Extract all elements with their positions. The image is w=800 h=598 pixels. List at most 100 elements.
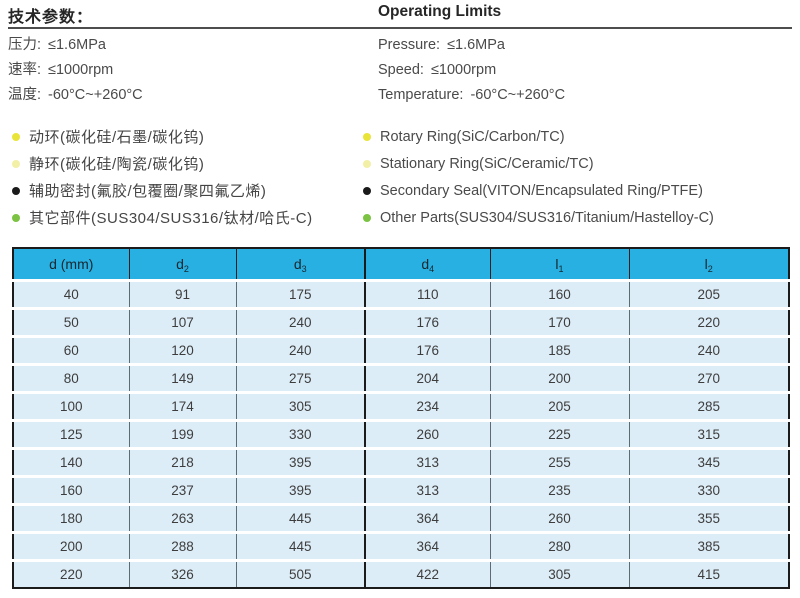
table-cell: 110 bbox=[364, 278, 490, 308]
table-cell: 255 bbox=[489, 446, 629, 476]
table-cell: 200 bbox=[489, 362, 629, 392]
table-cell: 385 bbox=[628, 530, 789, 560]
table-cell: 415 bbox=[628, 558, 789, 588]
column-header-d2: d2 bbox=[128, 248, 236, 281]
table-cell: 275 bbox=[235, 362, 365, 392]
table-cell: 199 bbox=[128, 418, 236, 448]
table-cell: 315 bbox=[628, 418, 789, 448]
table-row: 100 174 305 234 205 285 bbox=[13, 390, 789, 420]
table-cell: 313 bbox=[364, 446, 490, 476]
table-cell: 125 bbox=[13, 418, 129, 448]
table-cell: 330 bbox=[628, 474, 789, 504]
table-cell: 240 bbox=[235, 334, 365, 364]
material-rotary-ring-cn: 动环(碳化硅/石墨/碳化钨) bbox=[12, 123, 313, 150]
spec-temperature-en: Temperature: -60°C~+260°C bbox=[378, 83, 565, 108]
table-cell: 305 bbox=[235, 390, 365, 420]
material-stationary-ring-cn: 静环(碳化硅/陶瓷/碳化钨) bbox=[12, 150, 313, 177]
bullet-icon bbox=[363, 213, 371, 222]
table-row: 220 326 505 422 305 415 bbox=[13, 558, 789, 588]
spec-label: Speed: bbox=[378, 62, 424, 78]
material-label: 静环(碳化硅/陶瓷/碳化钨) bbox=[29, 156, 205, 173]
table-cell: 200 bbox=[13, 530, 129, 560]
table-cell: 345 bbox=[628, 446, 789, 476]
table-cell: 505 bbox=[235, 558, 365, 588]
material-label: 动环(碳化硅/石墨/碳化钨) bbox=[29, 129, 205, 146]
column-header-l2: l2 bbox=[628, 248, 789, 281]
table-cell: 237 bbox=[128, 474, 236, 504]
table-cell: 285 bbox=[628, 390, 789, 420]
table-cell: 60 bbox=[13, 334, 129, 364]
dimension-table-body: 40 91 175 110 160 205 50 107 240 176 170 220 60 120 24… bbox=[13, 278, 789, 588]
table-cell: 288 bbox=[128, 530, 236, 560]
materials-list-en: Rotary Ring(SiC/Carbon/TC) Stationary Ri… bbox=[363, 123, 714, 231]
table-row: 60 120 240 176 185 240 bbox=[13, 334, 789, 364]
table-header-row: d (mm) d2 d3 d4 l1 l2 bbox=[13, 248, 789, 281]
table-cell: 175 bbox=[235, 278, 365, 308]
table-cell: 160 bbox=[489, 278, 629, 308]
spec-label: Temperature: bbox=[378, 87, 464, 103]
spec-label: 温度: bbox=[8, 87, 42, 103]
bullet-icon bbox=[363, 132, 371, 141]
spec-pressure-en: Pressure: ≤1.6MPa bbox=[378, 33, 565, 58]
table-cell: 240 bbox=[235, 306, 365, 336]
table-cell: 180 bbox=[13, 502, 129, 532]
table-cell: 185 bbox=[489, 334, 629, 364]
spec-value: -60°C~+260°C bbox=[470, 87, 566, 103]
table-cell: 170 bbox=[489, 306, 629, 336]
spec-label: 速率: bbox=[8, 62, 42, 78]
table-cell: 140 bbox=[13, 446, 129, 476]
table-cell: 176 bbox=[364, 334, 490, 364]
material-label: Secondary Seal(VITON/Encapsulated Ring/P… bbox=[380, 182, 703, 199]
bullet-icon bbox=[12, 186, 20, 195]
table-row: 140 218 395 313 255 345 bbox=[13, 446, 789, 476]
table-cell: 305 bbox=[489, 558, 629, 588]
table-cell: 205 bbox=[489, 390, 629, 420]
material-label: Other Parts(SUS304/SUS316/Titanium/Haste… bbox=[380, 209, 714, 226]
table-cell: 174 bbox=[128, 390, 236, 420]
spec-value: ≤1000rpm bbox=[48, 62, 114, 78]
material-stationary-ring-en: Stationary Ring(SiC/Ceramic/TC) bbox=[363, 150, 714, 177]
table-cell: 80 bbox=[13, 362, 129, 392]
operating-limits-title: Operating Limits bbox=[378, 3, 502, 20]
spec-list-en: Pressure: ≤1.6MPa Speed: ≤1000rpm Temperat… bbox=[378, 33, 565, 108]
table-cell: 107 bbox=[128, 306, 236, 336]
material-rotary-ring-en: Rotary Ring(SiC/Carbon/TC) bbox=[363, 123, 714, 150]
table-cell: 364 bbox=[364, 502, 490, 532]
table-cell: 40 bbox=[13, 278, 129, 308]
table-cell: 260 bbox=[364, 418, 490, 448]
spec-value: ≤1.6MPa bbox=[447, 37, 505, 53]
table-cell: 204 bbox=[364, 362, 490, 392]
table-cell: 235 bbox=[489, 474, 629, 504]
table-cell: 270 bbox=[628, 362, 789, 392]
column-header-d: d (mm) bbox=[13, 248, 129, 281]
material-label: 其它部件(SUS304/SUS316/钛材/哈氏-C) bbox=[29, 210, 313, 227]
material-label: Stationary Ring(SiC/Ceramic/TC) bbox=[380, 155, 594, 172]
spec-value: ≤1.6MPa bbox=[48, 37, 106, 53]
table-cell: 149 bbox=[128, 362, 236, 392]
table-cell: 280 bbox=[489, 530, 629, 560]
spec-temperature-cn: 温度: -60°C~+260°C bbox=[8, 83, 143, 108]
table-cell: 395 bbox=[235, 474, 365, 504]
table-cell: 50 bbox=[13, 306, 129, 336]
material-secondary-seal-cn: 辅助密封(氟胶/包覆圈/聚四氟乙烯) bbox=[12, 177, 313, 204]
table-cell: 422 bbox=[364, 558, 490, 588]
table-cell: 445 bbox=[235, 530, 365, 560]
material-other-parts-cn: 其它部件(SUS304/SUS316/钛材/哈氏-C) bbox=[12, 204, 313, 231]
materials-list-cn: 动环(碳化硅/石墨/碳化钨) 静环(碳化硅/陶瓷/碳化钨) 辅助密封(氟胶/包覆… bbox=[12, 123, 313, 231]
table-cell: 313 bbox=[364, 474, 490, 504]
table-cell: 355 bbox=[628, 502, 789, 532]
table-row: 200 288 445 364 280 385 bbox=[13, 530, 789, 560]
table-cell: 100 bbox=[13, 390, 129, 420]
material-label: Rotary Ring(SiC/Carbon/TC) bbox=[380, 128, 565, 145]
table-cell: 120 bbox=[128, 334, 236, 364]
table-cell: 205 bbox=[628, 278, 789, 308]
table-cell: 260 bbox=[489, 502, 629, 532]
table-row: 50 107 240 176 170 220 bbox=[13, 306, 789, 336]
table-cell: 240 bbox=[628, 334, 789, 364]
table-row: 40 91 175 110 160 205 bbox=[13, 278, 789, 308]
column-header-l1: l1 bbox=[489, 248, 629, 281]
table-row: 160 237 395 313 235 330 bbox=[13, 474, 789, 504]
title-underline bbox=[8, 27, 792, 29]
material-other-parts-en: Other Parts(SUS304/SUS316/Titanium/Haste… bbox=[363, 204, 714, 231]
